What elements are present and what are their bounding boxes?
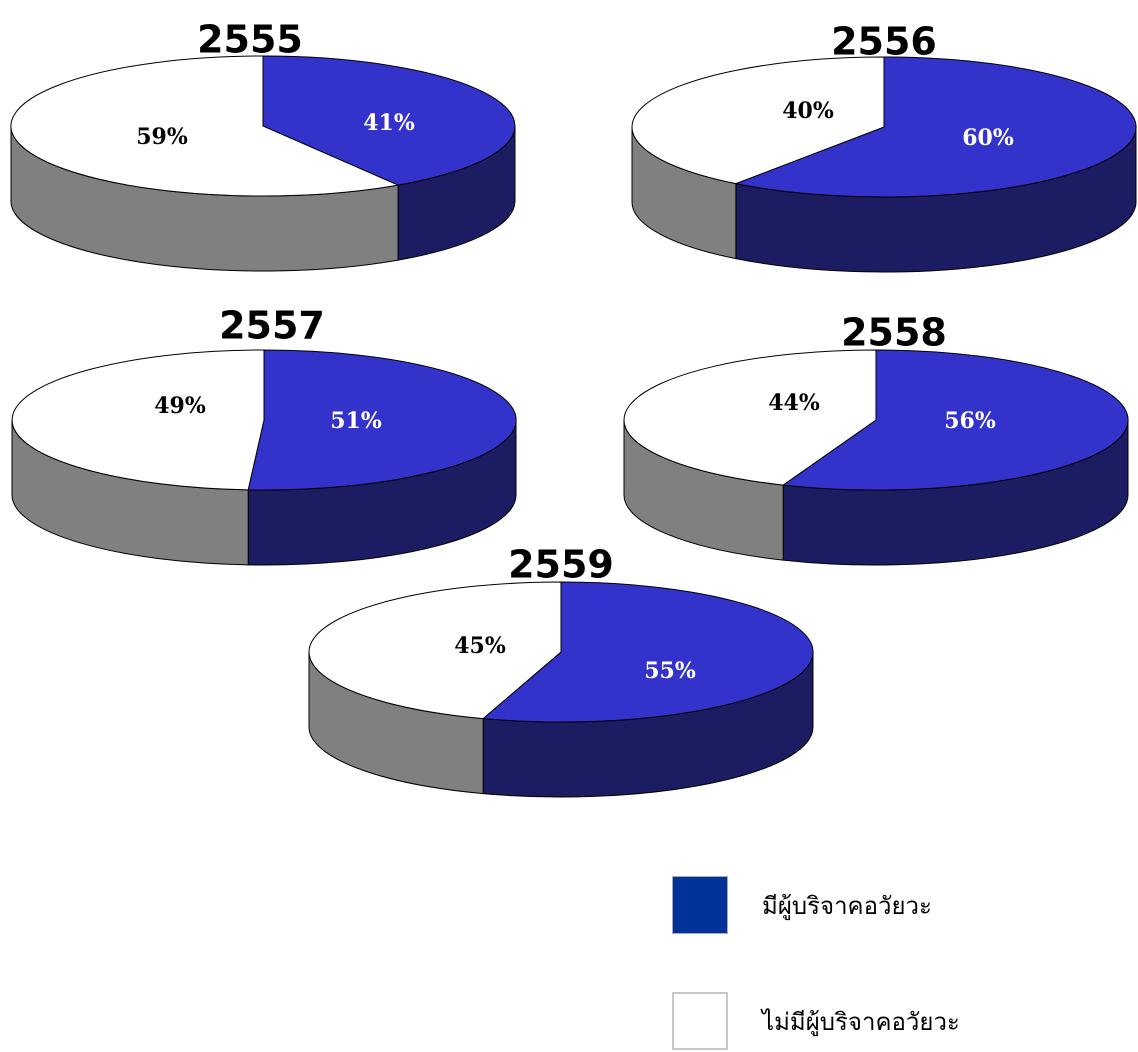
legend-item-donor: มีผู้บริจาคอวัยวะ: [672, 876, 932, 934]
legend-label-donor: มีผู้บริจาคอวัยวะ: [762, 891, 932, 920]
pie-chart-2557: 51% 49% 2557: [11, 304, 517, 566]
pie-chart-2556: 60% 40% 2556: [631, 20, 1137, 273]
pie-slice-2557-no-donor: [11, 349, 265, 491]
pie-slice-2559-no-donor: [308, 581, 562, 720]
pie-slice-2555-donor: [262, 55, 516, 186]
legend-item-no-donor: ไม่มีผู้บริจาคอวัยวะ: [672, 992, 960, 1050]
pie-chart-2558: 56% 44% 2558: [623, 311, 1129, 566]
pie-label-2558-donor: 56%: [944, 408, 996, 434]
pie-slice-2558-no-donor: [623, 349, 877, 486]
pie-slice-2557-donor: [247, 349, 517, 491]
pie-slice-2555-no-donor: [10, 55, 400, 197]
pie-slice-2556-donor: [734, 56, 1137, 198]
pie-title-2559: 2559: [508, 543, 614, 587]
pie-chart-2555: 41% 59% 2555: [10, 18, 516, 272]
pie-slice-2559-donor: [481, 581, 814, 723]
pie-label-2559-donor: 55%: [644, 658, 696, 684]
pie-slice-2558-donor: [781, 349, 1129, 491]
pie-label-2559-no-donor: 45%: [454, 633, 506, 659]
pie-title-2556: 2556: [831, 20, 937, 64]
pie-label-2555-no-donor: 59%: [136, 124, 188, 150]
pie-label-2556-donor: 60%: [962, 125, 1014, 151]
legend-swatch-no-donor: [672, 992, 728, 1050]
pie-label-2557-donor: 51%: [330, 408, 382, 434]
pie-title-2558: 2558: [841, 311, 947, 355]
pie-title-2557: 2557: [219, 304, 325, 348]
pie-label-2558-no-donor: 44%: [768, 390, 820, 416]
pie-title-2555: 2555: [197, 18, 303, 62]
pie-label-2556-no-donor: 40%: [782, 98, 834, 124]
pie-slice-2556-no-donor: [631, 56, 885, 185]
pie-label-2555-donor: 41%: [363, 110, 415, 136]
legend-label-no-donor: ไม่มีผู้บริจาคอวัยวะ: [762, 1007, 960, 1036]
pie-label-2557-no-donor: 49%: [154, 393, 206, 419]
legend-swatch-donor: [672, 876, 728, 934]
pie-chart-2559: 55% 45% 2559: [308, 543, 814, 798]
